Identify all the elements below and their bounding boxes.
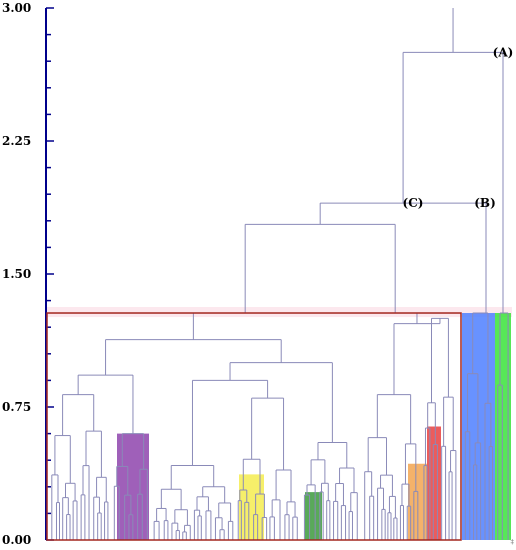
highlighted-cluster: [462, 313, 495, 540]
y-tick-label: 0.75: [2, 400, 31, 414]
merge-label: (C): [403, 196, 424, 210]
y-axis: 0.00 0.75 1.50 2.25 3.00: [2, 1, 54, 547]
y-tick-label: 2.25: [2, 134, 31, 148]
threshold-band-layer: [46, 307, 512, 318]
threshold-band: [46, 307, 512, 318]
footer-mark: ‡: [510, 538, 515, 546]
annotation-labels: (A) (B) (C): [403, 45, 514, 210]
highlighted-cluster: [495, 313, 511, 540]
y-tick-label: 0.00: [2, 533, 31, 547]
dendrogram-branches: [51, 8, 509, 540]
threshold-box-layer: [46, 312, 462, 541]
highlighted-cluster: [427, 426, 441, 540]
y-tick-label: 1.50: [2, 267, 31, 281]
merge-label: (B): [474, 196, 496, 210]
merge-label: (A): [493, 45, 514, 59]
threshold-box: [46, 312, 462, 541]
y-tick-label: 3.00: [2, 1, 31, 15]
